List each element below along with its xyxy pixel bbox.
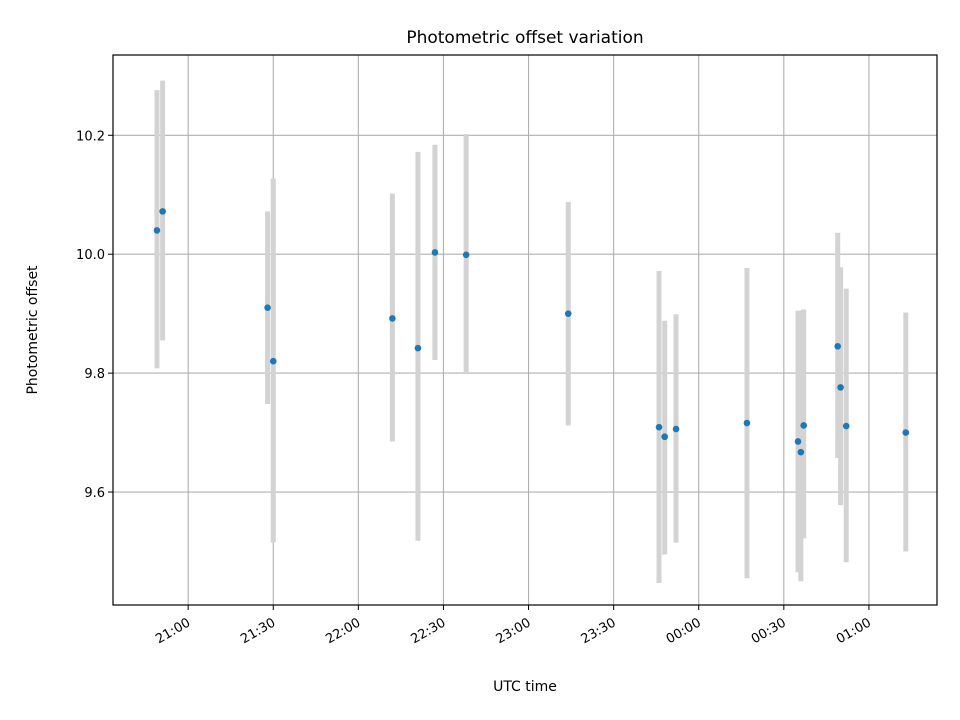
data-point (672, 425, 680, 433)
data-point (414, 344, 422, 352)
y-tick-label: 10.2 (76, 129, 105, 144)
data-point (800, 422, 807, 429)
chart-title: Photometric offset variation (406, 28, 643, 48)
data-point (902, 429, 910, 436)
y-axis-ticks: 9.6 9.8 10.0 10.2 (76, 129, 113, 501)
data-point (661, 433, 668, 441)
data-point (153, 227, 161, 234)
y-tick-label: 9.6 (84, 486, 105, 501)
plot-frame (112, 54, 938, 606)
x-axis-label: UTC time (493, 679, 557, 695)
data-point (834, 343, 842, 350)
data-point (837, 384, 844, 391)
y-tick-label: 9.8 (84, 367, 105, 382)
data-points (153, 208, 910, 456)
data-point (564, 310, 572, 317)
data-point (269, 357, 277, 365)
data-point (655, 423, 663, 431)
y-axis-label: Photometric offset (25, 265, 41, 395)
data-point (264, 304, 271, 312)
data-point (431, 249, 439, 256)
data-point (462, 251, 470, 259)
data-point (159, 208, 166, 215)
data-point (794, 438, 802, 445)
y-tick-label: 10.0 (76, 248, 105, 263)
data-point (389, 315, 396, 322)
data-point (842, 422, 850, 430)
data-point (797, 448, 805, 456)
data-point (743, 419, 751, 427)
